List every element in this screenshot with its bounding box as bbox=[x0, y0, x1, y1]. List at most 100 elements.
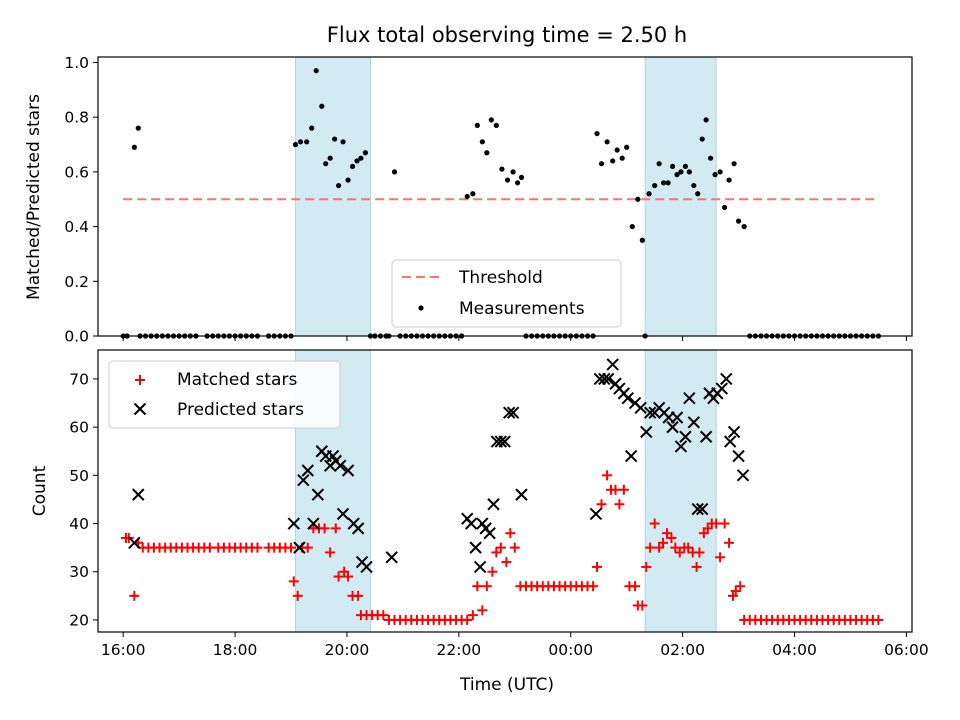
marker-stroke bbox=[666, 420, 679, 434]
marker-stroke bbox=[606, 358, 619, 371]
measurement-point bbox=[499, 166, 505, 172]
y-tick-label: 30 bbox=[69, 563, 89, 581]
legend-matched-marker bbox=[135, 375, 145, 385]
measurement-point bbox=[691, 182, 697, 189]
measurement-point bbox=[707, 155, 714, 161]
measurement-point bbox=[721, 204, 728, 211]
matched-point bbox=[292, 590, 303, 601]
matched-point bbox=[641, 561, 652, 572]
bottom-legend-box bbox=[108, 360, 341, 429]
matched-point bbox=[730, 586, 741, 597]
observing-interval bbox=[644, 56, 717, 337]
marker-stroke bbox=[643, 406, 657, 419]
marker-stroke bbox=[128, 536, 141, 550]
legend-matched-swatch bbox=[135, 375, 145, 385]
marker-stroke bbox=[132, 488, 145, 501]
measurement-point bbox=[484, 150, 490, 156]
measurement-point bbox=[635, 196, 641, 202]
marker-stroke bbox=[602, 372, 615, 386]
predicted-point bbox=[634, 401, 647, 415]
marker-stroke bbox=[385, 551, 398, 564]
y-tick-label: 70 bbox=[69, 370, 89, 388]
marker-stroke bbox=[683, 391, 696, 405]
bottom-x-ticks: 16:00 18:00 20:00 22:00 00:00 02:00 04:00 06:00 bbox=[101, 632, 929, 659]
measurement-point bbox=[695, 191, 701, 197]
marker-stroke bbox=[301, 464, 315, 477]
x-tick-label: 20:00 bbox=[325, 641, 370, 659]
marker-stroke bbox=[674, 440, 688, 453]
marker-stroke bbox=[506, 406, 520, 419]
top-x-ticks bbox=[122, 336, 907, 341]
predicted-point bbox=[341, 464, 355, 477]
matched-point bbox=[666, 533, 677, 543]
marker-stroke bbox=[326, 449, 340, 463]
y-tick-label: 1.0 bbox=[64, 54, 89, 72]
matched-point bbox=[661, 528, 672, 539]
top-y-ticks: 0.0 0.2 0.4 0.6 0.8 1.0 bbox=[64, 54, 98, 346]
matched-point bbox=[343, 571, 354, 582]
predicted-point bbox=[297, 473, 310, 487]
predicted-point bbox=[679, 430, 692, 443]
x-tick-label: 22:00 bbox=[437, 641, 482, 659]
predicted-point bbox=[336, 507, 350, 521]
marker-stroke bbox=[621, 391, 635, 405]
predicted-point bbox=[695, 502, 709, 516]
matched-point bbox=[683, 542, 694, 553]
y-tick-label: 60 bbox=[69, 419, 89, 437]
observing-interval bbox=[294, 56, 371, 337]
measurement-point bbox=[731, 161, 737, 167]
top-axes-frame bbox=[97, 56, 913, 337]
marker-stroke bbox=[336, 507, 350, 521]
matched-point bbox=[495, 542, 506, 553]
marker-stroke bbox=[483, 526, 496, 540]
measurement-point bbox=[735, 218, 742, 224]
measurement-point bbox=[335, 182, 342, 189]
matched-point bbox=[602, 470, 613, 481]
predicted-point bbox=[464, 517, 478, 530]
matched-point bbox=[325, 547, 336, 558]
marker-stroke bbox=[679, 430, 692, 443]
marker-stroke bbox=[473, 560, 487, 574]
predicted-point bbox=[385, 551, 398, 564]
marker-stroke bbox=[334, 459, 347, 472]
matched-point bbox=[670, 542, 681, 553]
matched-point bbox=[614, 499, 625, 510]
x-tick-label: 18:00 bbox=[213, 641, 258, 659]
predicted-point bbox=[640, 425, 653, 439]
predicted-point bbox=[699, 430, 713, 443]
measurement-point bbox=[358, 155, 364, 161]
matched-point bbox=[596, 499, 607, 510]
matched-point bbox=[715, 552, 726, 563]
matched-point bbox=[637, 600, 648, 611]
predicted-point bbox=[687, 416, 701, 429]
measurement-point bbox=[510, 169, 516, 175]
measurement-point bbox=[741, 223, 747, 230]
predicted-point bbox=[715, 382, 728, 395]
matched-point bbox=[588, 581, 599, 592]
matched-point bbox=[630, 581, 641, 592]
measurement-point bbox=[639, 237, 645, 243]
measurement-point bbox=[624, 144, 630, 150]
measurement-point bbox=[309, 125, 315, 131]
measurement-point bbox=[131, 144, 137, 150]
marker-stroke bbox=[736, 469, 750, 482]
measurement-point bbox=[474, 122, 480, 128]
marker-stroke bbox=[498, 435, 511, 448]
measurement-point bbox=[313, 68, 319, 74]
y-tick-label: 40 bbox=[69, 515, 89, 533]
predicted-point bbox=[602, 372, 615, 386]
predicted-point bbox=[670, 411, 684, 424]
measurement-point bbox=[304, 139, 310, 145]
predicted-point bbox=[683, 391, 696, 405]
legend-threshold-label: Threshold bbox=[458, 268, 543, 288]
predicted-point bbox=[502, 406, 516, 419]
predicted-point bbox=[287, 517, 301, 530]
measurement-point bbox=[319, 103, 325, 109]
matched-point bbox=[694, 547, 705, 558]
legend-measurements-swatch bbox=[418, 305, 424, 311]
marker-stroke bbox=[307, 517, 320, 530]
marker-stroke bbox=[287, 517, 301, 530]
matched-point bbox=[467, 610, 478, 621]
measurement-point bbox=[686, 169, 692, 175]
matched-point bbox=[658, 537, 669, 548]
